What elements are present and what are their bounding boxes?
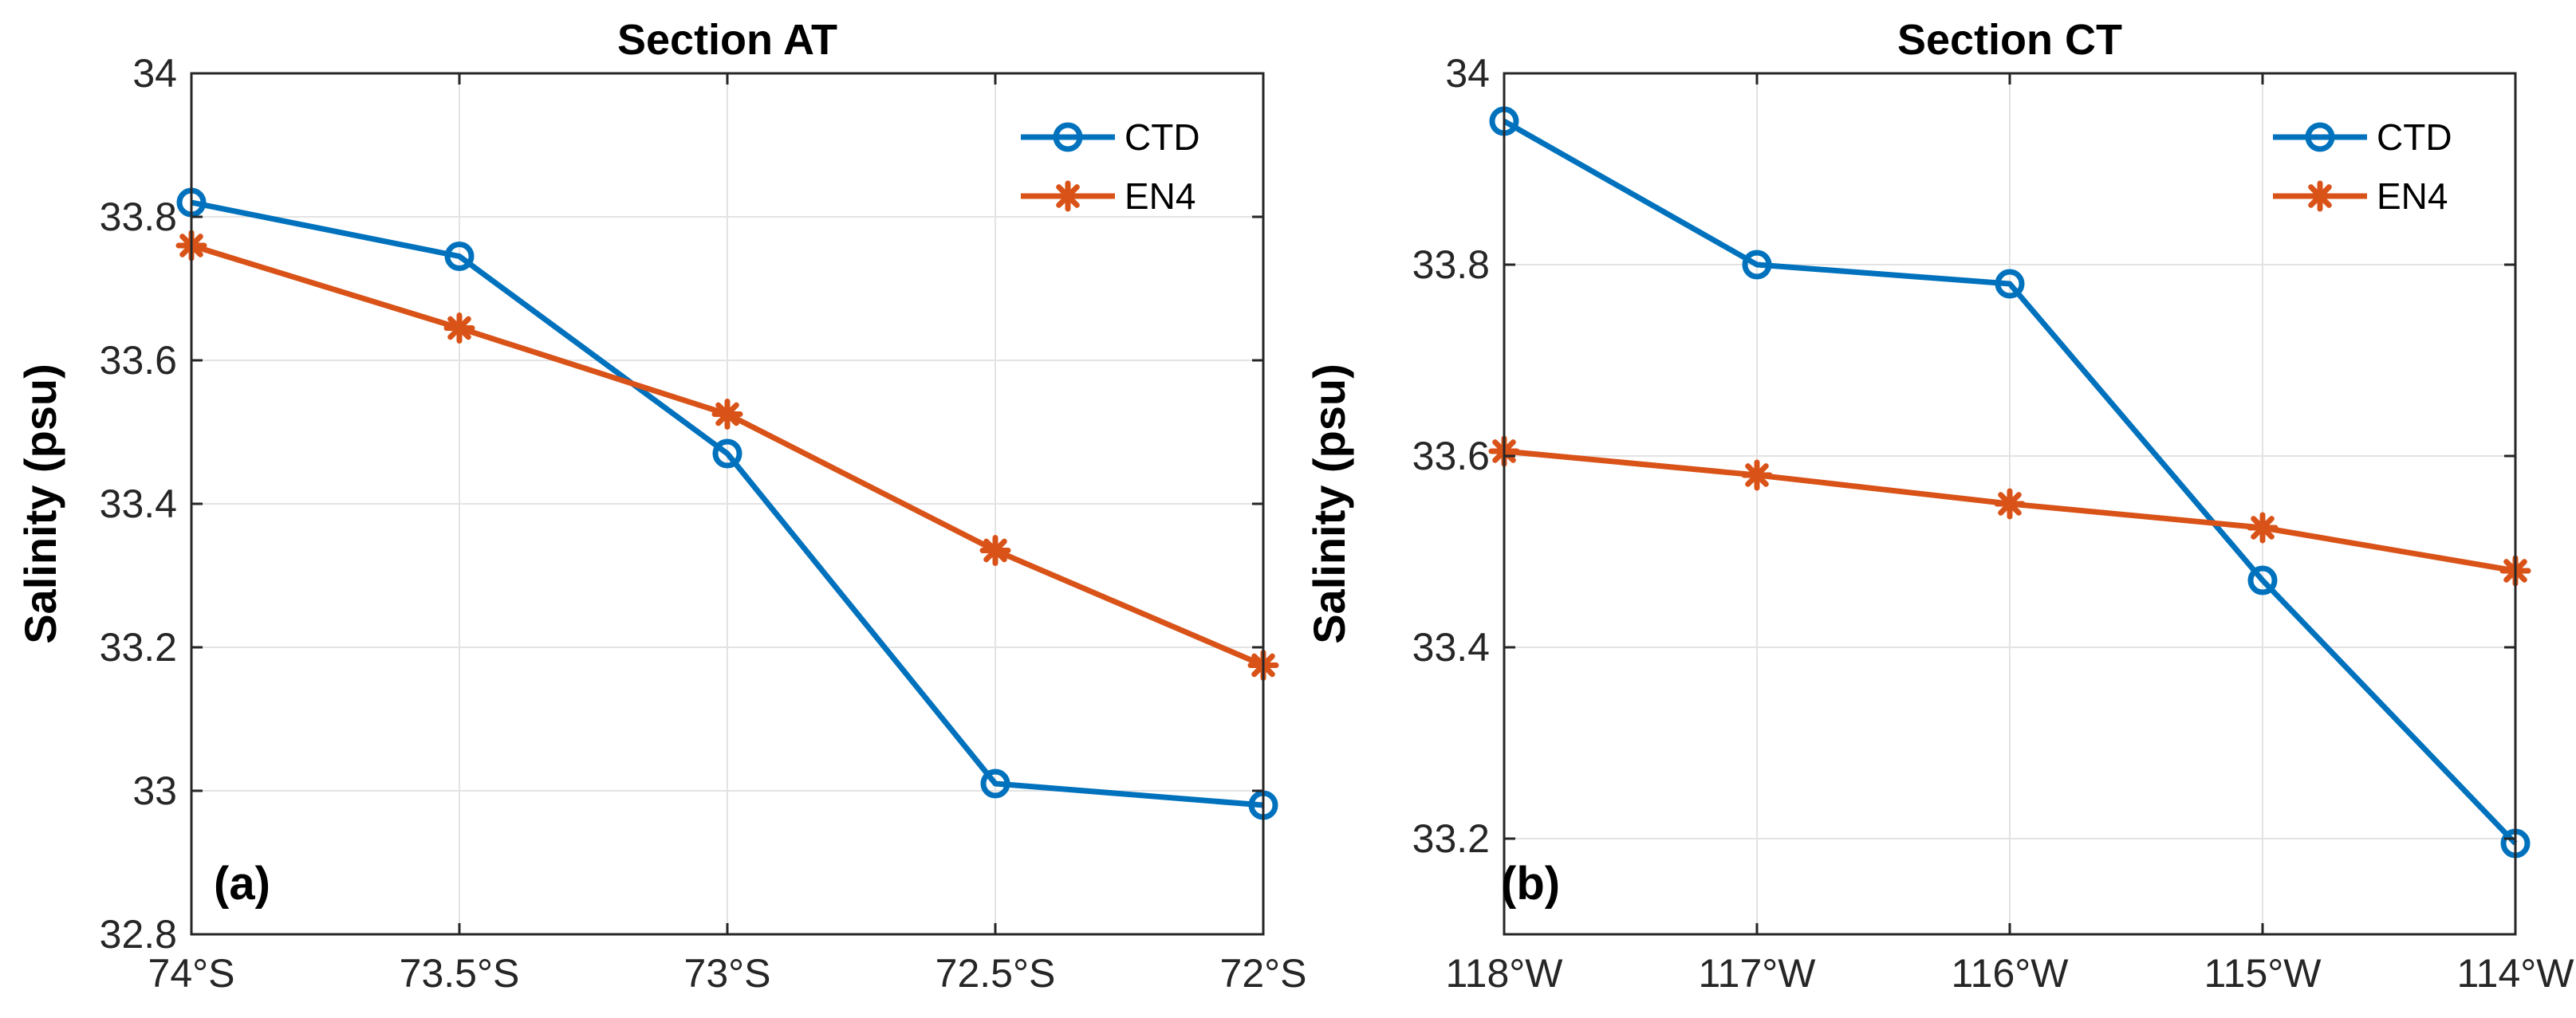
x-tick-label: 72.5°S (935, 951, 1056, 996)
legend-marker-en4 (1052, 180, 1084, 212)
data-point-ctd (444, 242, 475, 271)
y-tick-label: 32.8 (100, 912, 177, 957)
x-tick-label: 73.5°S (400, 951, 520, 996)
series-line-ctd (1503, 118, 2518, 846)
legend-label-ctd: CTD (1125, 116, 1200, 158)
y-tick-label: 33.4 (1412, 625, 1490, 670)
data-point-en4 (979, 535, 1011, 566)
data-point-en4 (443, 312, 475, 344)
legend-marker-ctd (2305, 122, 2335, 152)
chart-title: Section CT (1897, 16, 2122, 64)
data-point-en4 (2247, 512, 2279, 544)
y-tick-label: 33 (132, 768, 177, 813)
panel-tag: (b) (1501, 858, 1560, 910)
series-line-ctd (191, 199, 1264, 808)
legend-label-en4: EN4 (2377, 175, 2448, 217)
y-tick-label: 33.2 (1412, 816, 1490, 861)
chart-panel-a: 74°S 73.5°S 73°S 72.5°S 72°S 32.8 33 33.2 33.4 33… (15, 16, 1306, 996)
x-tick-label: 72°S (1220, 951, 1307, 996)
data-point-en4 (711, 399, 743, 430)
y-axis-label: Salinity (psu) (1304, 364, 1354, 644)
y-tick-label: 33.2 (100, 625, 177, 670)
y-tick-label: 34 (132, 51, 177, 96)
x-tick-label: 114°W (2457, 951, 2575, 996)
panel-tag: (a) (214, 858, 270, 910)
x-tick-label: 74°S (148, 951, 235, 996)
x-tick-label: 116°W (1952, 951, 2070, 996)
data-point-ctd (712, 438, 742, 469)
chart-title: Section AT (617, 16, 837, 64)
y-tick-label: 33.8 (100, 195, 177, 239)
x-tick-label: 117°W (1699, 951, 1817, 996)
chart-panel-b: 118°W 117°W 116°W 115°W 114°W 33.2 33.4 33.6 33.… (1304, 16, 2574, 996)
x-tick-label: 118°W (1446, 951, 1564, 996)
legend-label-ctd: CTD (2377, 116, 2452, 158)
y-tick-label: 33.6 (1412, 434, 1490, 478)
legend-label-en4: EN4 (1125, 175, 1195, 217)
data-point-ctd (1742, 250, 1772, 280)
x-tick-label: 73°S (684, 951, 771, 996)
y-tick-label: 33.6 (100, 338, 177, 383)
data-point-en4 (1741, 459, 1773, 491)
data-point-en4 (1994, 488, 2026, 520)
y-tick-label: 34 (1445, 51, 1490, 96)
data-point-ctd (1995, 269, 2025, 299)
data-point-ctd (2247, 565, 2278, 595)
y-tick-label: 33.4 (100, 481, 177, 526)
x-tick-label: 115°W (2204, 951, 2322, 996)
data-point-ctd (980, 768, 1010, 799)
legend-marker-ctd (1053, 122, 1083, 152)
legend-marker-en4 (2304, 180, 2336, 212)
y-axis-label: Salinity (psu) (15, 364, 65, 644)
y-tick-label: 33.8 (1412, 242, 1490, 287)
